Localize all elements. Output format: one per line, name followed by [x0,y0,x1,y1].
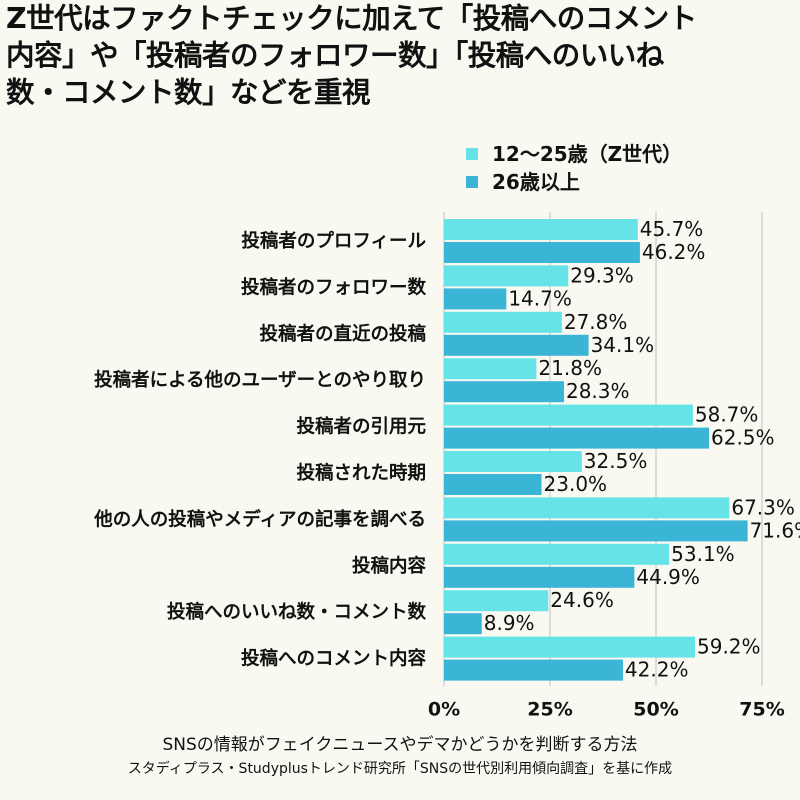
x-tick-label: 0% [428,699,460,721]
legend-swatch-adult [466,176,478,188]
data-label: 58.7% [695,403,759,427]
chart-title: Z世代はファクトチェックに加えて「投稿へのコメント 内容」や「投稿者のフォロワー… [6,2,697,109]
source-note: スタディプラス・Studyplusトレンド研究所「SNSの世代別利用傾向調査」を… [127,761,673,777]
bar-adult [444,566,635,588]
legend-item-adult: 26歳以上 [466,168,682,196]
bar-adult [444,288,507,310]
category-label: 投稿内容 [352,555,427,577]
bar-adult [444,613,482,635]
bar-adult [444,334,589,356]
bar-z [444,497,730,519]
data-label: 23.0% [544,472,608,496]
data-label: 44.9% [636,565,700,589]
bar-z [444,404,693,426]
chart-subtitle: SNSの情報がフェイクニュースやデマかどうかを判断する方法 [162,735,638,755]
data-label: 42.2% [625,658,689,682]
bar-z [444,358,537,380]
bar-adult [444,659,623,681]
legend-label-adult: 26歳以上 [492,170,580,194]
category-label: 投稿された時期 [296,462,426,484]
legend-swatch-z [466,148,478,160]
legend: 12〜25歳（Z世代） 26歳以上 [466,140,682,196]
bar-chart: 投稿者のプロフィール 45.7%46.2% 投稿者のフォロワー数 29.3%14.7%… [93,212,800,721]
data-label: 21.8% [538,356,602,380]
bar-adult [444,474,542,495]
x-tick-label: 75% [739,699,784,721]
bar-z [444,219,638,240]
x-tick-label: 50% [633,699,678,721]
category-label: 投稿へのいいね数・コメント数 [167,601,427,623]
category-label: 投稿へのコメント内容 [241,648,427,670]
data-label: 67.3% [731,495,795,519]
data-label: 59.2% [697,635,761,659]
data-label: 28.3% [566,379,630,403]
data-label: 14.7% [508,286,572,310]
bar-z [444,543,670,565]
footer: SNSの情報がフェイクニュースやデマかどうかを判断する方法 スタディプラス・St… [0,732,800,780]
category-label: 投稿者の直近の投稿 [259,323,426,345]
category-label: 投稿者のフォロワー数 [241,276,427,298]
data-label: 62.5% [711,426,775,450]
bar-z [444,311,562,333]
bar-z [444,590,549,612]
data-label: 71.6% [750,518,800,542]
data-label: 29.3% [570,263,634,287]
category-label: 投稿者による他のユーザーとのやり取り [94,369,426,391]
category-label: 投稿者の引用元 [296,416,426,438]
data-label: 34.1% [591,333,655,357]
data-label: 8.9% [484,611,535,635]
bar-adult [444,381,564,403]
bar-adult [444,520,748,542]
bar-adult [444,427,709,449]
category-label: 投稿者のプロフィール [241,230,426,252]
data-label: 32.5% [584,449,648,473]
category-label: 他の人の投稿やメディアの記事を調べる [93,508,426,530]
legend-label-z: 12〜25歳（Z世代） [492,142,683,166]
data-label: 27.8% [564,310,628,334]
data-label: 45.7% [640,217,704,241]
data-label: 46.2% [642,240,706,264]
legend-item-z: 12〜25歳（Z世代） [466,140,682,168]
bar-z [444,636,696,658]
data-label: 53.1% [671,542,735,566]
bar-adult [444,242,640,263]
bar-z [444,265,569,287]
data-label: 24.6% [550,588,614,612]
bar-z [444,451,582,472]
x-tick-label: 25% [527,699,572,721]
